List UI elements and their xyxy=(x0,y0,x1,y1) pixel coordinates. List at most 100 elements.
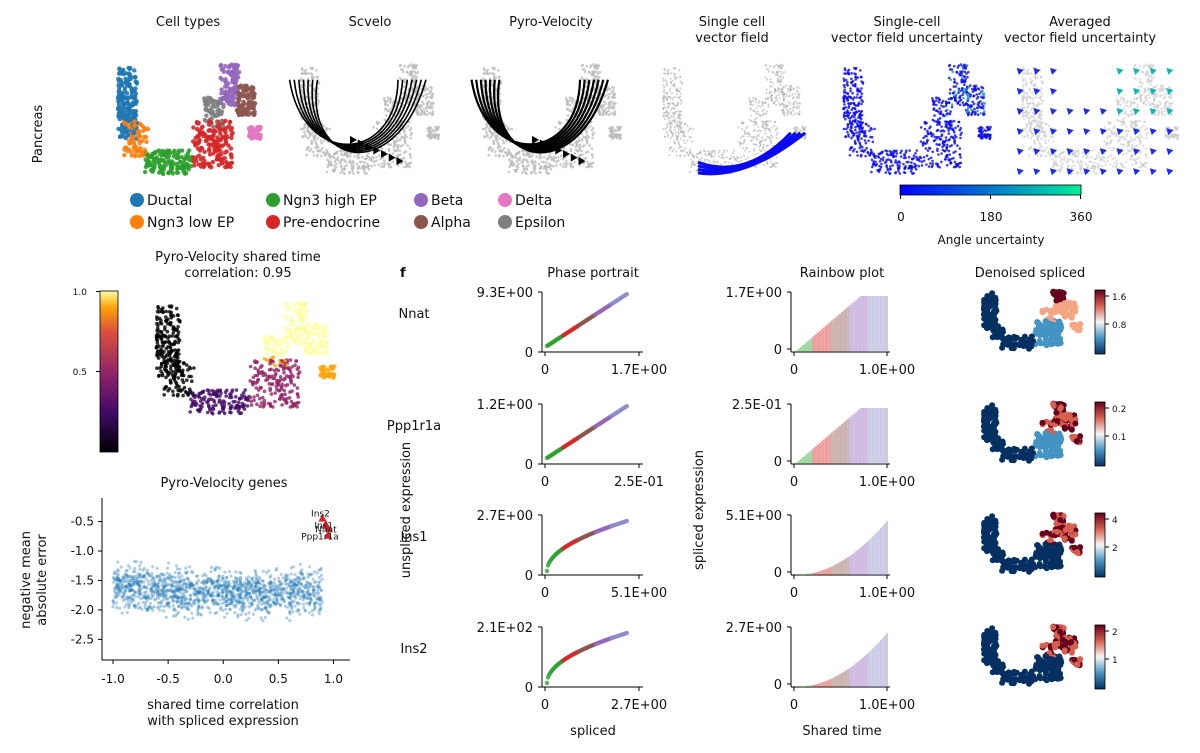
panel-title-0-0: Cell types xyxy=(156,15,220,30)
scatter-point xyxy=(213,600,217,604)
scatter-point xyxy=(138,575,142,579)
scatter-point xyxy=(116,560,120,564)
scatter-point xyxy=(153,588,158,592)
scatter-point xyxy=(122,593,126,597)
scatter-point xyxy=(298,612,302,616)
scatter-point xyxy=(250,576,254,581)
scatter-point xyxy=(189,581,193,586)
scatter-point xyxy=(240,601,244,605)
phase-ymin-3: 0 xyxy=(525,681,533,696)
scatter-point xyxy=(279,587,283,592)
scatter-point xyxy=(279,593,283,598)
scatter-point xyxy=(299,594,303,598)
scatter-point xyxy=(288,584,292,588)
scatter-point xyxy=(268,590,272,594)
scatter-point xyxy=(128,589,132,593)
scatter-point xyxy=(160,579,164,583)
vector-arrow xyxy=(1116,148,1124,156)
scatter-point xyxy=(181,595,185,599)
scatter-point xyxy=(227,581,231,586)
scatter-point xyxy=(247,605,251,609)
scatter-point xyxy=(252,599,256,603)
scatter-point xyxy=(277,587,281,591)
scatter-point xyxy=(226,592,230,596)
scatter-point xyxy=(164,615,168,620)
vector-arrow xyxy=(1133,108,1141,116)
scatter-point xyxy=(137,572,142,577)
vector-arrow xyxy=(1066,128,1074,136)
panel-title-3-0: Single cell xyxy=(699,15,765,30)
scatter-xlabel-1: shared time correlation xyxy=(147,698,299,713)
scatter-point xyxy=(132,589,136,593)
scatter-point xyxy=(168,595,172,599)
scatter-point xyxy=(148,601,153,606)
scatter-point xyxy=(317,598,322,602)
cell-type-legend: Ductal Ngn3 low EP Ngn3 high EP Pre-endocri… xyxy=(130,193,565,231)
scatter-point xyxy=(151,593,155,598)
scatter-point xyxy=(255,578,259,582)
scatter-point xyxy=(193,587,197,591)
scatter-point xyxy=(131,577,135,581)
scatter-point xyxy=(250,589,254,593)
scatter-point xyxy=(257,600,261,604)
scatter-point xyxy=(145,568,150,572)
scatter-point xyxy=(148,597,152,601)
scatter-point xyxy=(116,594,120,598)
scatter-point xyxy=(150,571,154,575)
scatter-point xyxy=(261,590,266,594)
scatter-point xyxy=(146,595,150,599)
scatter-point xyxy=(177,575,181,579)
scatter-point xyxy=(171,590,175,595)
scatter-point xyxy=(191,599,196,603)
scatter-point xyxy=(316,589,320,593)
scatter-point xyxy=(168,573,172,577)
scatter-point xyxy=(277,585,282,589)
scatter-point xyxy=(132,559,137,564)
scatter-point xyxy=(147,582,151,587)
scatter-point xyxy=(297,582,301,586)
scatter-point xyxy=(223,583,227,587)
scatter-point xyxy=(287,601,291,605)
scatter-point xyxy=(234,570,238,574)
scatter-point xyxy=(145,608,149,612)
scatter-point xyxy=(115,575,119,580)
scatter-point xyxy=(231,595,235,599)
vector-arrow xyxy=(1099,168,1107,176)
scatter-point xyxy=(297,586,301,590)
scatter-point xyxy=(273,593,277,597)
scatter-point xyxy=(293,582,297,586)
scatter-point xyxy=(261,590,265,594)
scatter-point xyxy=(275,598,279,602)
scatter-point xyxy=(257,587,261,591)
scatter-point xyxy=(121,599,125,603)
scatter-point xyxy=(195,582,199,586)
scatter-point xyxy=(196,600,200,605)
scatter-point xyxy=(213,568,218,572)
scatter-point xyxy=(290,606,294,611)
scatter-point xyxy=(260,597,264,601)
scatter-point xyxy=(232,603,236,608)
scatter-point xyxy=(198,589,202,594)
rainbow-ymax-0: 1.7E+00 xyxy=(726,286,782,301)
scatter-point xyxy=(115,592,119,596)
scatter-point xyxy=(157,589,161,593)
scatter-point xyxy=(206,588,210,592)
scatter-point xyxy=(302,595,306,599)
umap-panel-3 xyxy=(662,63,807,176)
scatter-point xyxy=(223,615,227,619)
scatter-point xyxy=(291,590,295,594)
scatter-point xyxy=(179,588,183,592)
scatter-point xyxy=(291,586,295,591)
scatter-point xyxy=(319,573,324,577)
scatter-point xyxy=(186,617,190,621)
scatter-point xyxy=(194,574,199,579)
scatter-point xyxy=(179,596,183,600)
scatter-point xyxy=(186,582,190,586)
scatter-point xyxy=(288,596,292,600)
legend-marker-1 xyxy=(130,215,144,229)
scatter-point xyxy=(133,581,137,585)
rainbow-xmin-1: 0 xyxy=(790,475,798,490)
scatter-point xyxy=(281,591,285,595)
scatter-point xyxy=(188,565,192,569)
scatter-point xyxy=(309,582,313,586)
